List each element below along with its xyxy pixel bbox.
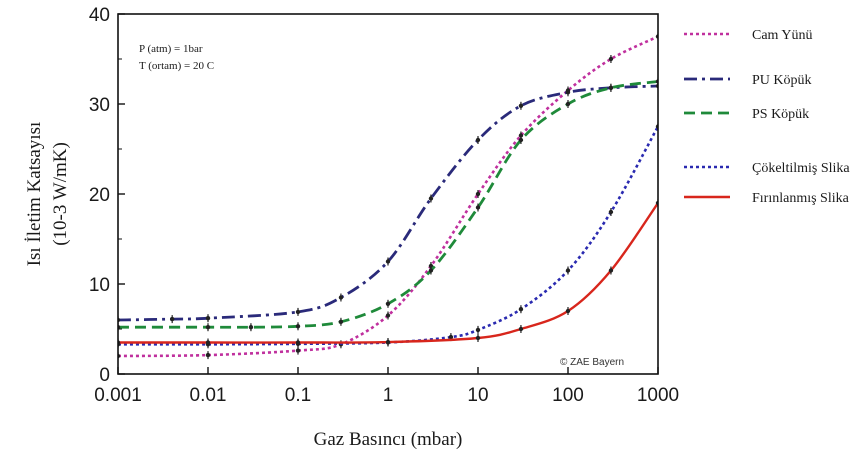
data-point	[205, 325, 211, 330]
data-point	[518, 133, 524, 138]
data-point	[385, 313, 391, 318]
data-point	[475, 191, 481, 197]
data-point	[565, 268, 571, 273]
data-point	[608, 56, 614, 62]
conditions-temperature: T (ortam) = 20 C	[139, 60, 214, 72]
series-line-3	[118, 125, 658, 346]
data-point	[248, 325, 254, 330]
data-point	[448, 334, 454, 340]
x-axis: 0.001 0.01 0.1 1 10 100 1000	[94, 367, 679, 406]
data-point	[295, 309, 301, 315]
data-point	[565, 90, 571, 95]
data-point	[475, 205, 481, 210]
data-point	[295, 324, 301, 329]
data-point	[205, 316, 211, 321]
data-point	[475, 335, 481, 341]
x-tick-label: 1	[383, 385, 394, 406]
data-point	[608, 209, 614, 215]
data-point	[518, 326, 524, 332]
y-tick-label: 10	[89, 275, 110, 296]
y-tick-label: 40	[89, 5, 110, 26]
y-axis-title-line2: (10-3 W/mK)	[50, 142, 71, 246]
data-point	[518, 137, 524, 143]
data-point	[428, 263, 434, 269]
series-line-4	[118, 202, 658, 344]
series-layer	[118, 32, 658, 360]
data-point	[205, 352, 211, 358]
data-point	[338, 319, 344, 324]
x-tick-label: 1000	[637, 385, 679, 406]
data-point	[565, 101, 571, 107]
y-axis: 0 10 20 30 40	[89, 5, 125, 386]
data-point	[205, 340, 211, 345]
data-point	[428, 196, 434, 201]
x-tick-label: 100	[552, 385, 584, 406]
x-tick-label: 0.1	[285, 385, 311, 406]
x-tick-label: 0.01	[190, 385, 227, 406]
y-tick-label: 30	[89, 95, 110, 116]
conditions-pressure: P (atm) = 1bar	[139, 43, 203, 55]
data-point	[475, 137, 481, 143]
data-point	[428, 268, 434, 273]
data-point	[608, 268, 614, 273]
data-point	[338, 295, 344, 300]
credit-label: © ZAE Bayern	[560, 357, 624, 368]
x-axis-title: Gaz Basıncı (mbar)	[314, 429, 463, 450]
y-tick-label: 0	[99, 365, 110, 386]
data-point	[475, 327, 481, 333]
legend: Cam Yünü PU Köpük PS Köpük Çökeltilmiş Slik…	[684, 28, 850, 206]
data-point	[385, 259, 391, 264]
legend-label: Çökeltilmiş Slika	[752, 161, 850, 176]
y-tick-label: 20	[89, 185, 110, 206]
x-tick-label: 10	[467, 385, 488, 406]
x-tick-label: 0.001	[94, 385, 142, 406]
data-point	[385, 301, 391, 306]
data-point	[565, 308, 571, 314]
data-point	[169, 316, 175, 322]
y-axis-title-line1: Isı İletim Katsayısı	[24, 122, 45, 267]
data-point	[608, 85, 614, 91]
plot-frame	[117, 13, 659, 375]
data-point	[295, 348, 301, 353]
legend-label: Cam Yünü	[752, 28, 813, 43]
data-point	[518, 103, 524, 109]
data-point	[518, 307, 524, 312]
legend-label: Fırınlanmış Slika	[752, 191, 850, 206]
data-point	[295, 340, 301, 345]
legend-label: PS Köpük	[752, 107, 809, 122]
data-point	[385, 339, 391, 345]
legend-label: PU Köpük	[752, 73, 812, 88]
